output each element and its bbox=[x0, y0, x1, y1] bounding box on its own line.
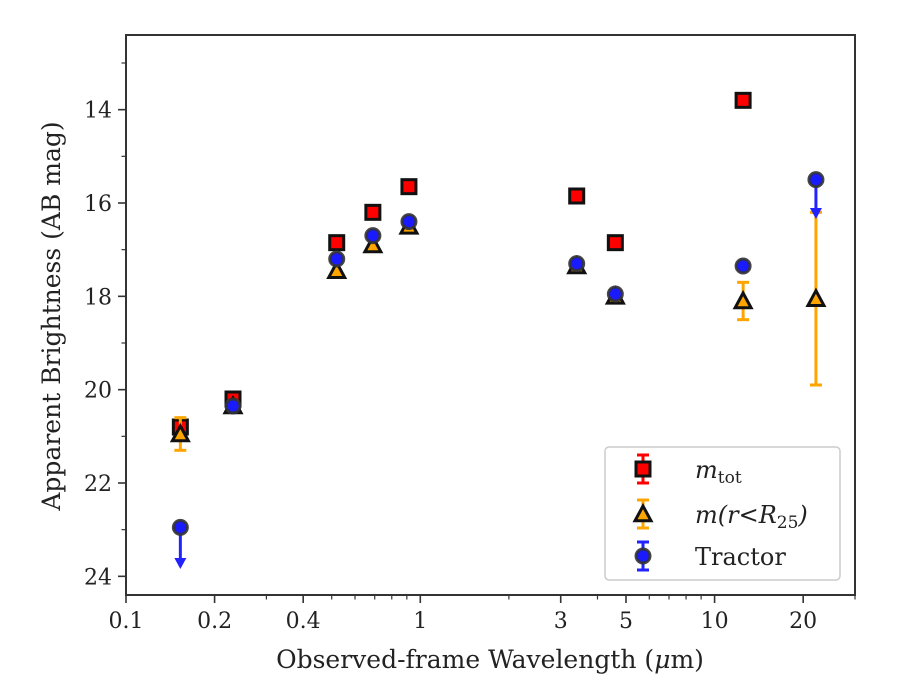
point-0-4 bbox=[400, 178, 418, 196]
point-2-5 bbox=[568, 255, 586, 273]
y-tick-label-0: 14 bbox=[84, 99, 112, 124]
point-0-6 bbox=[606, 234, 624, 252]
upper-limit-arrowhead-2-0 bbox=[174, 558, 187, 569]
point-0-5 bbox=[568, 187, 586, 205]
point-2-6 bbox=[606, 285, 624, 303]
point-2-7 bbox=[734, 257, 752, 275]
upper-limit-arrowhead-2-8 bbox=[809, 208, 822, 219]
x-tick-label-3: 1 bbox=[413, 609, 427, 634]
series-layer bbox=[169, 91, 827, 569]
point-1-2 bbox=[326, 259, 348, 279]
x-axis: 0.1 0.2 0.4 1 3 5 10 20 bbox=[109, 595, 856, 634]
x-tick-label-5: 5 bbox=[619, 609, 633, 634]
y-tick-label-1: 16 bbox=[84, 192, 112, 217]
legend-marker-2 bbox=[634, 547, 652, 565]
x-tick-label-1: 0.2 bbox=[197, 609, 232, 634]
x-axis-label: Observed-frame Wavelength (μm) bbox=[276, 645, 704, 674]
x-tick-label-7: 20 bbox=[789, 609, 817, 634]
point-2-3 bbox=[364, 227, 382, 245]
point-2-2 bbox=[328, 250, 346, 268]
legend-box bbox=[604, 446, 841, 581]
point-1-0 bbox=[169, 422, 191, 443]
legend: mtot m(r<R25) Tractor bbox=[604, 446, 841, 581]
x-tick-label-6: 10 bbox=[701, 609, 729, 634]
point-0-2 bbox=[328, 234, 346, 252]
legend-label-1: m(r<R25) bbox=[695, 501, 808, 533]
point-1-8 bbox=[805, 287, 827, 307]
point-2-4 bbox=[400, 213, 418, 231]
point-1-7 bbox=[732, 289, 754, 310]
point-0-3 bbox=[364, 203, 382, 221]
legend-marker-1 bbox=[632, 502, 654, 523]
point-2-0 bbox=[171, 518, 189, 536]
point-0-7 bbox=[734, 91, 752, 109]
x-tick-label-0: 0.1 bbox=[109, 609, 144, 634]
y-tick-label-2: 18 bbox=[84, 285, 112, 310]
legend-label-2: Tractor bbox=[695, 543, 786, 571]
y-axis-label: Apparent Brightness (AB mag) bbox=[37, 121, 66, 511]
y-tick-label-3: 20 bbox=[84, 379, 112, 404]
point-1-3 bbox=[362, 233, 384, 254]
y-tick-label-5: 24 bbox=[84, 565, 112, 590]
point-2-1 bbox=[224, 397, 242, 415]
y-axis: 14 16 18 20 22 24 bbox=[84, 62, 126, 590]
legend-label-0: mtot bbox=[695, 456, 742, 488]
legend-marker-0 bbox=[634, 460, 652, 478]
x-tick-label-2: 0.4 bbox=[286, 609, 321, 634]
series-2 bbox=[171, 171, 825, 569]
y-tick-label-4: 22 bbox=[84, 472, 112, 497]
x-tick-label-4: 3 bbox=[554, 609, 568, 634]
point-2-8 bbox=[807, 171, 825, 189]
